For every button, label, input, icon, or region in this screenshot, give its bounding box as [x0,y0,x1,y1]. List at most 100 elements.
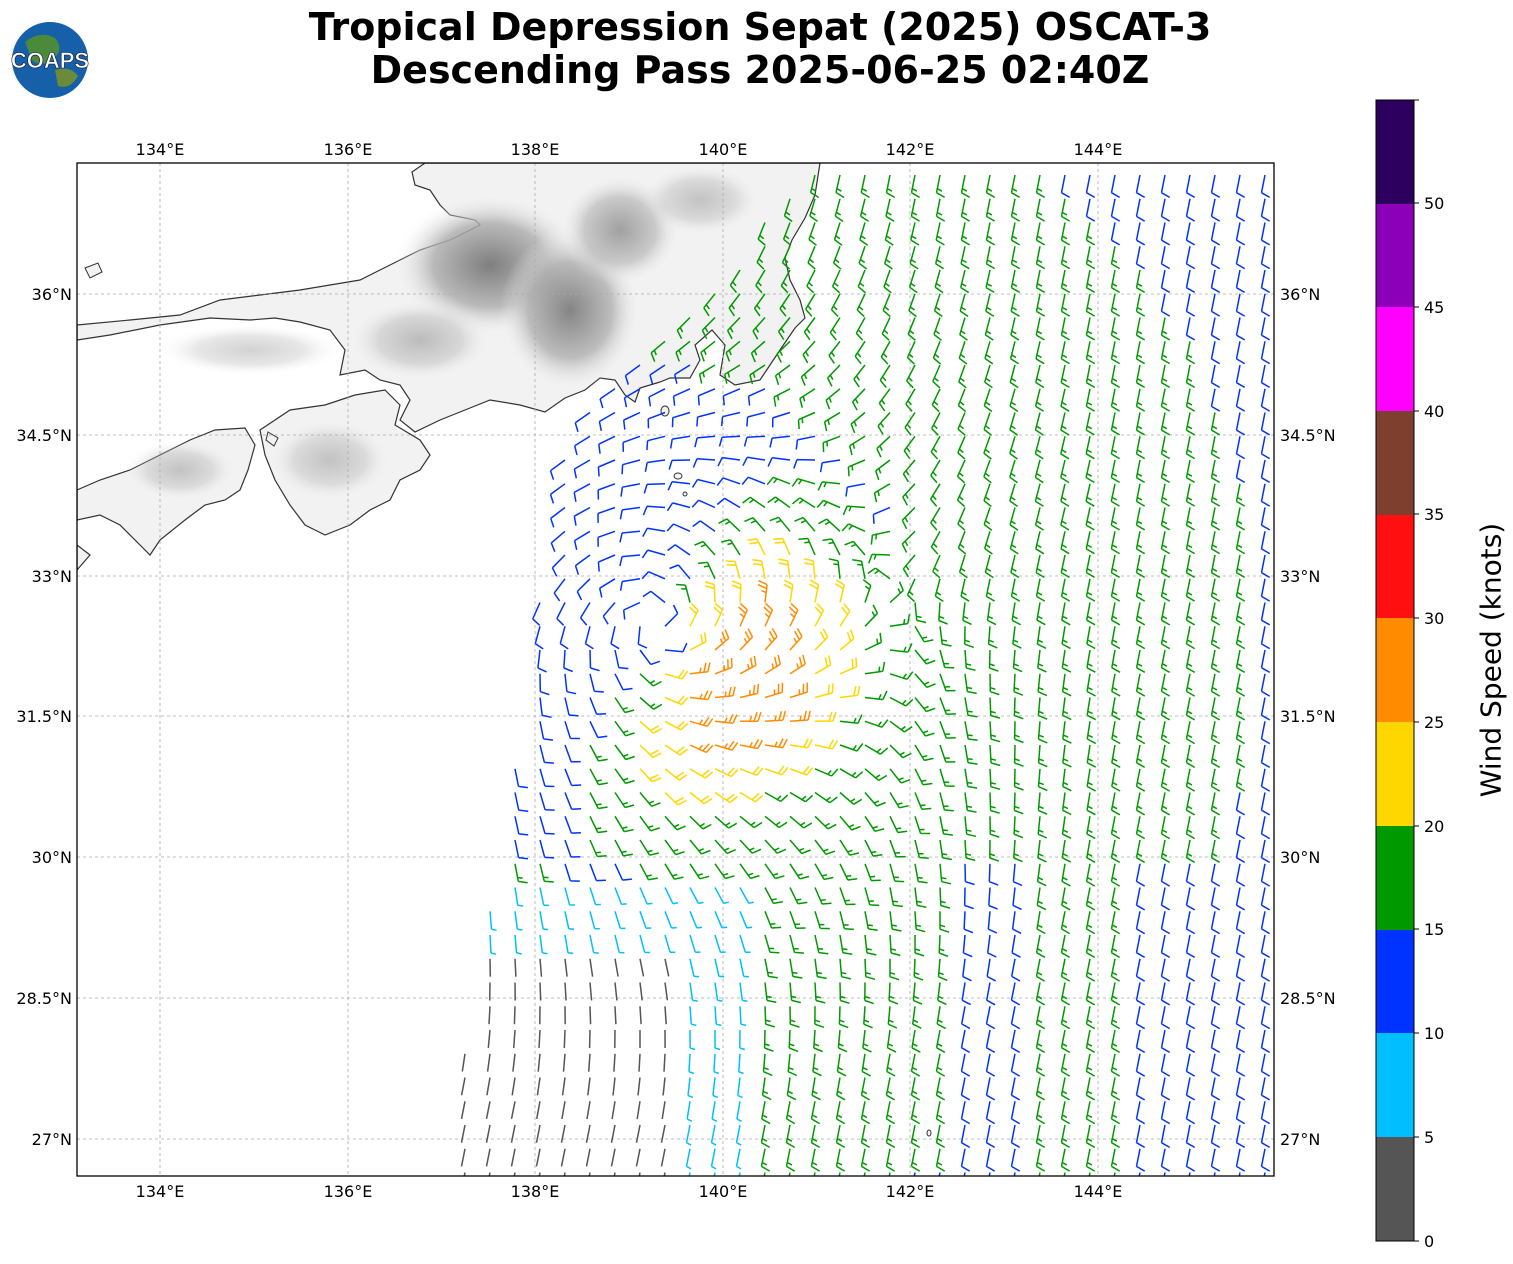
wind-barb [1260,626,1271,650]
wind-barb [664,887,679,905]
wind-barb [619,578,641,591]
wind-barb [985,578,995,602]
wind-barbs [460,174,1271,1176]
wind-barb [1034,459,1044,484]
wind-barb [664,839,685,856]
wind-barb [1210,483,1221,507]
wind-barb [486,1053,491,1072]
wind-barb [1185,364,1196,389]
wind-barb [1135,174,1146,199]
wind-barb [1110,459,1120,484]
wind-barb [938,934,949,958]
wind-barb [1160,483,1171,507]
wind-barb [539,982,542,1001]
wind-barb [1160,982,1171,1006]
wind-barb [1260,697,1271,721]
wind-barb [864,604,879,627]
wind-barb [1009,507,1019,531]
wind-barb [934,578,944,603]
wind-barb [785,1124,796,1149]
wind-barb [1010,1006,1021,1030]
wind-barb [1010,958,1021,982]
wind-barb [664,695,689,706]
wind-barb [1010,554,1020,579]
wind-barb [985,1148,996,1172]
lat-label-left: 33°N [32,567,72,586]
wind-barb [642,590,666,604]
wind-barb [1160,364,1171,389]
wind-barb [597,530,616,547]
wind-barb [688,602,699,627]
wind-barb [1035,364,1045,389]
wind-barb [689,863,710,880]
wind-barb [889,792,909,809]
wind-barb [856,293,866,318]
wind-barb [739,739,764,750]
colorbar-tick: 15 [1424,920,1444,939]
wind-barb [650,340,666,362]
wind-barb [1060,982,1071,1006]
wind-barb [664,911,677,929]
wind-barb [589,839,607,858]
wind-barb [988,863,999,886]
wind-barb [985,1053,996,1077]
wind-barb [885,1077,896,1101]
wind-barb [599,388,616,409]
wind-barb [910,222,920,246]
wind-barb [1035,174,1046,199]
wind-barb [1260,293,1271,317]
wind-barb [1060,436,1070,460]
wind-barb [1260,388,1271,412]
wind-barb [1110,1101,1121,1125]
wind-barb [1135,1053,1146,1077]
wind-barb [1135,412,1146,436]
wind-barb [1235,293,1246,317]
wind-barb [1185,1029,1196,1054]
wind-barb [844,540,866,556]
wind-barb [762,1053,773,1077]
wind-barb [1037,697,1048,720]
wind-barb [814,958,827,980]
wind-barb [564,982,567,1001]
wind-barb [1110,626,1121,650]
wind-barb [1085,578,1096,602]
wind-barb [1085,364,1096,389]
wind-barb [811,1077,821,1101]
wind-barb [1009,364,1019,389]
wind-barb [1235,483,1246,507]
wind-barb [914,816,931,835]
colorbar-tick: 20 [1424,817,1444,836]
wind-barb [939,626,952,647]
wind-barb [1160,174,1171,199]
wind-barb [1135,673,1146,697]
wind-barb [1210,578,1221,602]
wind-barb [698,561,716,580]
wind-barb [859,198,870,222]
wind-barb [839,839,860,856]
wind-barb [1160,412,1171,436]
wind-barb [1235,744,1246,769]
wind-barb [960,1029,971,1054]
wind-barb [960,198,971,222]
wind-barb [781,245,791,270]
wind-barb [1185,1101,1196,1125]
wind-barb [902,459,916,483]
wind-barb [1235,839,1246,864]
wind-barb [589,673,604,693]
wind-barb [1009,388,1019,413]
wind-barb [984,341,994,365]
wind-barb [1160,436,1171,460]
wind-barb [1185,863,1196,887]
wind-barb [1135,483,1146,507]
wind-barb [889,696,914,707]
wind-barb [564,911,575,930]
wind-barb [1110,507,1120,531]
wind-barb [714,934,726,953]
wind-barb [514,768,528,789]
wind-barb [932,364,941,389]
wind-barb [1110,792,1121,816]
wind-barb [1235,246,1246,270]
wind-barb [914,863,928,884]
wind-barb [798,537,816,556]
wind-barb [536,1077,541,1096]
